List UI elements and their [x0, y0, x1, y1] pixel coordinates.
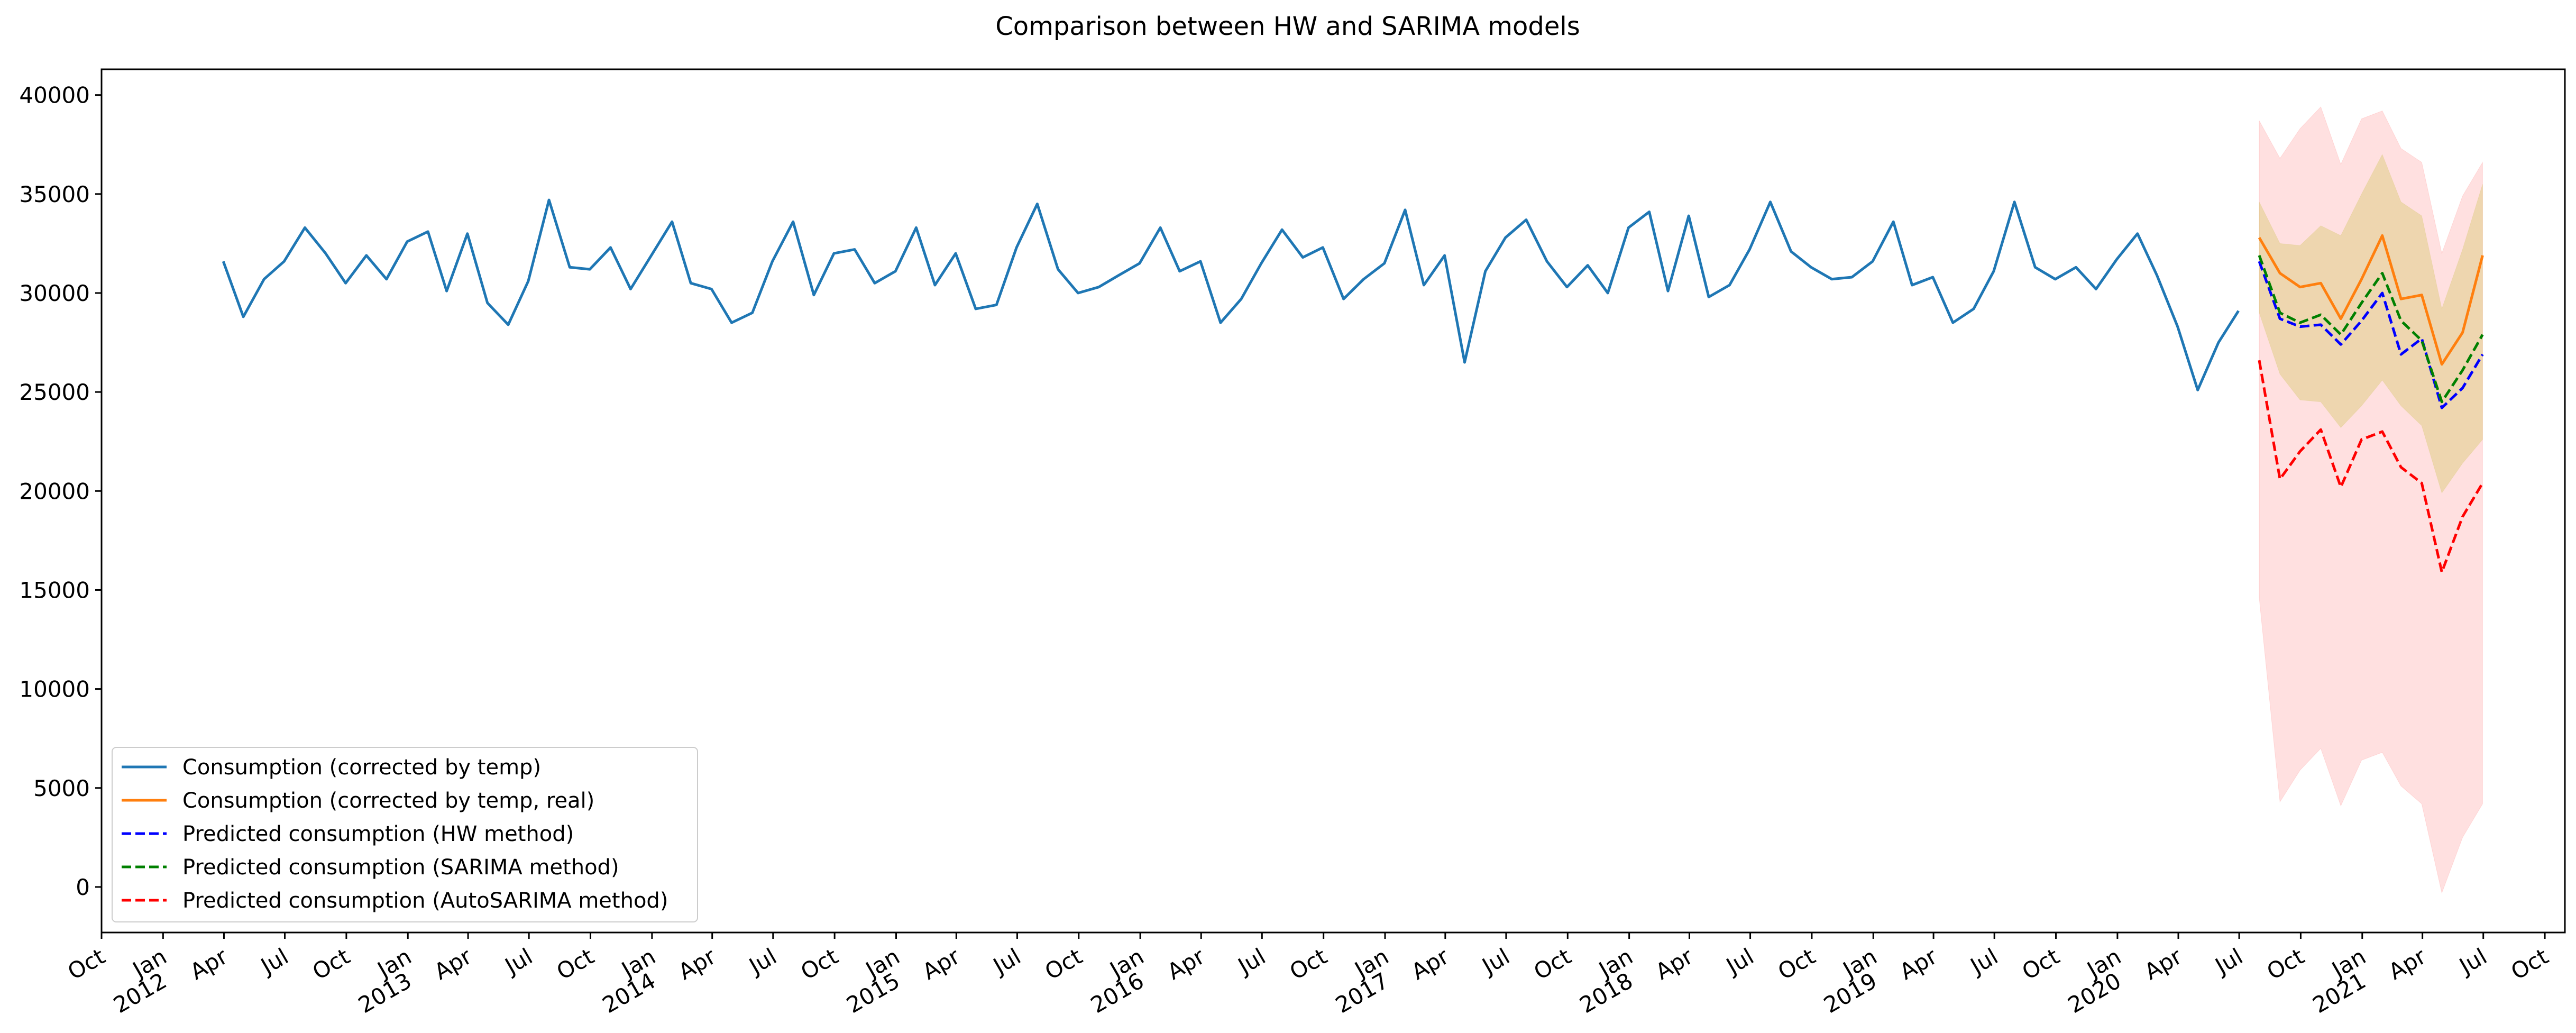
legend-label-4: Predicted consumption (AutoSARIMA method… [182, 889, 668, 913]
x-tick-label: Oct [2018, 943, 2064, 985]
y-axis: 0 5000 10000 15000 20000 25000 30000 35000 40000 [19, 83, 102, 900]
x-tick-label: Oct [2507, 943, 2553, 985]
series-line-1 [2258, 234, 2484, 366]
series-line-0 [222, 198, 2240, 391]
y-tick-label: 5000 [33, 775, 90, 801]
series-line-3 [2258, 255, 2484, 404]
x-tick-label: Apr [1163, 943, 1209, 985]
x-tick-label: Jul [744, 943, 781, 980]
x-tick-label: Jul [1477, 943, 1514, 980]
chart-title: Comparison between HW and SARIMA models [995, 12, 1580, 41]
legend-label-0: Consumption (corrected by temp) [182, 755, 541, 780]
x-tick-label: Jul [255, 943, 293, 980]
x-tick-label: Jul [987, 943, 1025, 980]
x-tick-label: Apr [2140, 943, 2187, 985]
y-tick-label: 15000 [19, 577, 90, 603]
x-tick-label: Apr [430, 943, 476, 985]
x-tick-label: Oct [796, 943, 842, 985]
legend-box [112, 747, 698, 922]
x-tick-label: Oct [2262, 943, 2308, 985]
x-tick-label: Jul [2454, 943, 2491, 980]
x-tick-label: Apr [1407, 943, 1453, 985]
x-tick-label: Jul [499, 943, 537, 980]
legend-label-1: Consumption (corrected by temp, real) [182, 789, 594, 813]
y-tick-label: 10000 [19, 677, 90, 702]
x-tick-label: Apr [186, 943, 232, 985]
x-tick-label: Jul [2210, 943, 2247, 980]
legend: Consumption (corrected by temp) Consumpti… [112, 747, 698, 922]
series-line-4 [2258, 360, 2484, 574]
x-tick-label: Oct [552, 943, 598, 985]
x-tick-label: Jul [1232, 943, 1270, 980]
y-tick-label: 0 [76, 874, 90, 900]
confidence-band-0 [2259, 106, 2483, 894]
y-tick-label: 20000 [19, 478, 90, 504]
x-tick-label: Apr [1895, 943, 1942, 985]
x-tick-label: Apr [674, 943, 720, 985]
series-lines [222, 198, 2484, 574]
x-tick-label: Apr [2384, 943, 2431, 985]
y-tick-label: 40000 [19, 83, 90, 108]
y-tick-label: 25000 [19, 379, 90, 405]
x-tick-label: Oct [1529, 943, 1575, 985]
legend-label-2: Predicted consumption (HW method) [182, 822, 574, 846]
x-tick-label: Oct [63, 943, 109, 985]
x-tick-label: Jul [1721, 943, 1758, 980]
x-tick-label: Jul [1965, 943, 2002, 980]
x-tick-label: Oct [1774, 943, 1820, 985]
legend-label-3: Predicted consumption (SARIMA method) [182, 855, 619, 880]
y-tick-label: 35000 [19, 181, 90, 207]
x-tick-label: Oct [308, 943, 354, 985]
plot-frame [100, 68, 2566, 934]
y-tick-label: 30000 [19, 280, 90, 306]
x-tick-label: Oct [1040, 943, 1086, 985]
confidence-bands [2259, 106, 2483, 894]
x-tick-label: Apr [1651, 943, 1698, 985]
confidence-band-1 [2259, 153, 2483, 494]
series-line-2 [2258, 261, 2484, 409]
x-tick-label: Oct [1285, 943, 1331, 985]
x-tick-label: Apr [918, 943, 965, 985]
